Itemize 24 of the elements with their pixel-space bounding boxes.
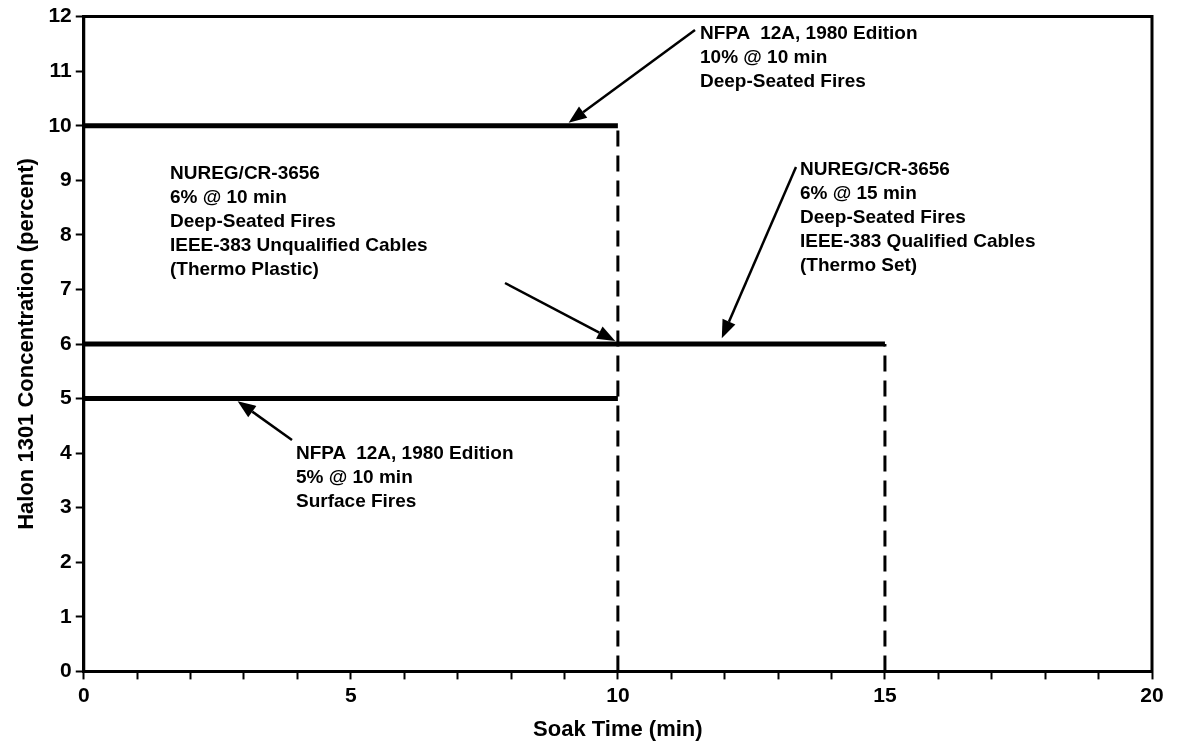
y-tick-label: 0 — [60, 658, 72, 682]
y-tick-label: 8 — [60, 221, 73, 245]
y-tick-label: 4 — [60, 439, 73, 463]
y-axis-title: Halon 1301 Concentration (percent) — [13, 158, 39, 530]
y-tick-label: 6 — [60, 330, 72, 354]
x-tick-label: 20 — [1140, 682, 1164, 706]
y-tick-label: 7 — [60, 276, 72, 300]
y-tick-label: 10 — [48, 112, 72, 136]
y-tick-label: 1 — [60, 603, 73, 627]
x-axis-title: Soak Time (min) — [533, 715, 703, 741]
y-tick-label: 5 — [60, 385, 73, 409]
y-tick-label: 3 — [60, 494, 72, 518]
x-tick-label: 5 — [344, 682, 357, 706]
annotation: NFPA 12A, 1980 Edition 5% @ 10 min Surface Fires — [296, 441, 514, 513]
y-tick-label: 9 — [60, 167, 72, 191]
x-tick-label: 0 — [77, 682, 90, 706]
annotation: NFPA 12A, 1980 Edition 10% @ 10 min Deep-Seated Fires — [700, 21, 918, 93]
y-tick-label: 12 — [48, 3, 72, 27]
x-tick-label: 10 — [606, 682, 630, 706]
x-tick-label: 15 — [873, 682, 897, 706]
annotation: NUREG/CR-3656 6% @ 10 min Deep-Seated Fires IEEE-383 Unqualified Cables (Thermo Plastic) — [170, 161, 428, 281]
annotation: NUREG/CR-3656 6% @ 15 min Deep-Seated Fires IEEE-383 Qualified Cables (Thermo Set) — [800, 157, 1036, 277]
y-tick-label: 2 — [60, 549, 72, 573]
y-tick-label: 11 — [49, 57, 73, 81]
